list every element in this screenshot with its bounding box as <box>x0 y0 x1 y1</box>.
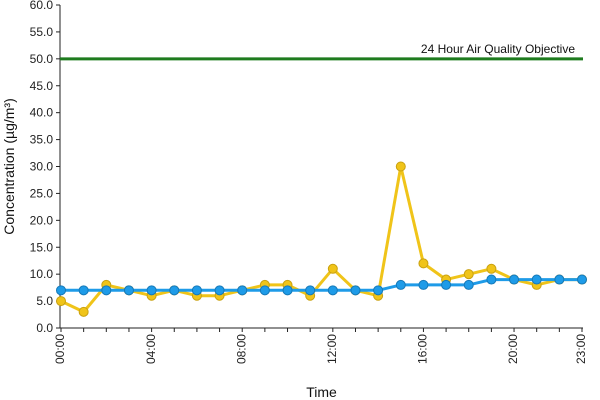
series-2-point <box>577 274 587 285</box>
x-tick-label: 16:00 <box>416 334 430 364</box>
series-2-point <box>191 285 202 296</box>
series-2-point <box>531 274 542 285</box>
series-2-point <box>78 285 89 296</box>
series-2-point <box>56 285 66 296</box>
series-2-point <box>373 285 384 296</box>
x-tick-label: 08:00 <box>234 334 248 364</box>
y-tick-label: 45.0 <box>30 79 54 93</box>
series-2-point <box>237 285 248 296</box>
y-tick-label: 30.0 <box>30 160 54 174</box>
y-tick-label: 50.0 <box>30 52 54 66</box>
y-tick-label: 35.0 <box>30 133 54 147</box>
series-2-point <box>441 279 452 290</box>
series-2-point <box>327 285 338 296</box>
series-2-point <box>486 274 497 285</box>
x-axis-title: Time <box>306 384 337 400</box>
y-tick-label: 60.0 <box>30 0 54 12</box>
y-tick-label: 40.0 <box>30 106 54 120</box>
series-1-point <box>56 296 66 307</box>
x-tick-label: 20:00 <box>506 334 520 364</box>
series-2-point <box>418 279 429 290</box>
series-2-point <box>463 279 474 290</box>
y-tick-label: 15.0 <box>30 240 54 254</box>
y-tick-label: 25.0 <box>30 186 54 200</box>
series-2-point <box>123 285 134 296</box>
series-2-point <box>305 285 316 296</box>
reference-line-group: 24 Hour Air Quality Objective <box>60 42 583 61</box>
y-tick-label: 0.0 <box>36 321 53 335</box>
series-2-point <box>101 285 112 296</box>
series-1-point <box>486 263 497 274</box>
y-tick-label: 55.0 <box>30 25 54 39</box>
labels-group: 0.0 5.0 10.0 15.0 20.0 25.0 30.0 35.0 40.0 45.0 50… <box>1 0 588 400</box>
x-tick-label: 12:00 <box>325 334 339 364</box>
series-2-point <box>169 285 180 296</box>
series-2-point <box>282 285 293 296</box>
series-1-point <box>418 258 429 269</box>
y-tick-label: 20.0 <box>30 213 54 227</box>
x-tick-label: 23:00 <box>574 334 588 364</box>
axes <box>56 4 583 332</box>
y-tick-label: 5.0 <box>36 294 53 308</box>
series-group <box>56 161 587 317</box>
x-tick-label: 04:00 <box>144 334 158 364</box>
series-2-point <box>554 274 565 285</box>
series-2-point <box>259 285 270 296</box>
y-tick-label: 10.0 <box>30 267 54 281</box>
series-1-point <box>327 263 338 274</box>
series-2-point <box>146 285 157 296</box>
reference-line-label: 24 Hour Air Quality Objective <box>421 42 575 56</box>
series-2-point <box>395 279 406 290</box>
series-1-point <box>463 269 474 280</box>
x-tick-label: 00:00 <box>53 334 67 364</box>
series-2-point <box>509 274 520 285</box>
series-2-point <box>350 285 361 296</box>
series-1-point <box>78 306 89 317</box>
series-2-point <box>214 285 225 296</box>
series-1-point <box>395 161 406 172</box>
y-axis-title: Concentration (µg/m³) <box>1 98 17 234</box>
